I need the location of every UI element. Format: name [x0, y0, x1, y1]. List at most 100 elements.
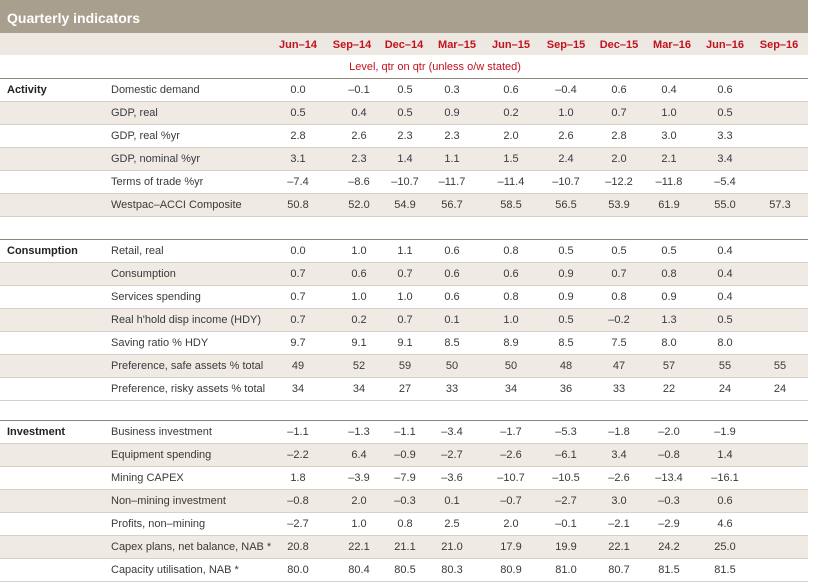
- table-cell: 0.5: [558, 314, 574, 326]
- row-label: Real h'hold disp income (HDY): [111, 314, 262, 326]
- table-cell: 0.7: [290, 268, 306, 280]
- table-cell: 22: [662, 383, 676, 395]
- table-cell: 36: [559, 383, 573, 395]
- table-cell: 0.5: [290, 107, 306, 119]
- table-cell: 0.5: [717, 107, 733, 119]
- table-cell: 3.0: [661, 130, 677, 142]
- column-header: Sep–14: [332, 39, 372, 51]
- table-cell: –1.1: [394, 426, 416, 438]
- table-cell: –0.1: [348, 84, 370, 96]
- section-label: Activity: [7, 84, 47, 96]
- table-cell: 2.1: [661, 153, 677, 165]
- table-cell: 1.0: [661, 107, 677, 119]
- table-cell: 8.9: [503, 337, 519, 349]
- row-label: Business investment: [111, 426, 212, 438]
- table-cell: –0.3: [658, 495, 680, 507]
- column-header: Dec–15: [599, 39, 639, 51]
- row-label: Services spending: [111, 291, 201, 303]
- table-cell: 56.7: [441, 199, 463, 211]
- table-cell: 0.8: [611, 291, 627, 303]
- table-cell: –2.6: [608, 472, 630, 484]
- table-cell: 1.0: [397, 291, 413, 303]
- table-cell: 0.8: [661, 268, 677, 280]
- table-cell: 0.4: [717, 268, 733, 280]
- section-divider: [0, 420, 808, 421]
- row-label: Domestic demand: [111, 84, 200, 96]
- table-cell: 2.0: [351, 495, 367, 507]
- table-cell: –0.9: [394, 449, 416, 461]
- table-cell: 1.4: [397, 153, 413, 165]
- table-cell: 1.5: [503, 153, 519, 165]
- row-label: Preference, safe assets % total: [111, 360, 264, 372]
- table-cell: 57.3: [769, 199, 791, 211]
- table-cell: –2.2: [287, 449, 309, 461]
- table-cell: 9.7: [290, 337, 306, 349]
- row-label: Preference, risky assets % total: [111, 383, 266, 395]
- table-cell: –2.6: [500, 449, 522, 461]
- table-cell: 80.3: [441, 564, 463, 576]
- table-cell: 80.5: [394, 564, 416, 576]
- table-cell: 49: [291, 360, 305, 372]
- table-row: Mining CAPEX 1.8 –3.9 –7.9 –3.6 –10.7 –10.5 –2.…: [0, 467, 808, 490]
- table-row: Preference, risky assets % total 34 34 27 33…: [0, 378, 808, 401]
- table-cell: 0.1: [444, 495, 460, 507]
- table-cell: 0.9: [558, 291, 574, 303]
- table-cell: –2.1: [608, 518, 630, 530]
- table-cell: –10.7: [497, 472, 525, 484]
- table-cell: 0.5: [397, 84, 413, 96]
- table-cell: 55.0: [714, 199, 736, 211]
- table-cell: 1.0: [558, 107, 574, 119]
- table-cell: 19.9: [555, 541, 577, 553]
- table-cell: 0.7: [397, 314, 413, 326]
- table-cell: 61.9: [658, 199, 680, 211]
- column-header: Mar–16: [653, 39, 691, 51]
- table-cell: 1.0: [351, 518, 367, 530]
- table-cell: 1.8: [290, 472, 306, 484]
- table-cell: 21.0: [441, 541, 463, 553]
- table-cell: 50.8: [287, 199, 309, 211]
- table-cell: 0.7: [611, 268, 627, 280]
- table-cell: 0.9: [444, 107, 460, 119]
- table-cell: 6.4: [351, 449, 367, 461]
- table-row: GDP, nominal %yr 3.1 2.3 1.4 1.1 1.5 2.4 2.0 2.1…: [0, 148, 808, 171]
- table-cell: –1.9: [714, 426, 736, 438]
- units-subtitle: Level, qtr on qtr (unless o/w stated): [349, 61, 521, 73]
- table-cell: 80.7: [608, 564, 630, 576]
- section-label: Investment: [7, 426, 66, 438]
- table-cell: 50: [504, 360, 518, 372]
- row-label: Retail, real: [111, 245, 164, 257]
- table-cell: 27: [398, 383, 412, 395]
- table-cell: –1.7: [500, 426, 522, 438]
- table-cell: 20.8: [287, 541, 309, 553]
- table-cell: 0.0: [290, 245, 306, 257]
- table-cell: 0.4: [351, 107, 367, 119]
- table-cell: 0.6: [444, 268, 460, 280]
- column-header: Sep–16: [759, 39, 799, 51]
- table-cell: 24: [718, 383, 732, 395]
- table-cell: 47: [612, 360, 626, 372]
- table-cell: –0.8: [658, 449, 680, 461]
- table-cell: –0.3: [394, 495, 416, 507]
- table-row: Consumption 0.7 0.6 0.7 0.6 0.6 0.9 0.7 0.8 0.4: [0, 263, 808, 286]
- table-cell: 8.5: [558, 337, 574, 349]
- table-cell: 0.6: [444, 291, 460, 303]
- column-header: Sep–15: [546, 39, 586, 51]
- table-cell: –1.1: [287, 426, 309, 438]
- table-cell: –7.9: [394, 472, 416, 484]
- table-cell: 0.9: [558, 268, 574, 280]
- table-cell: 33: [445, 383, 459, 395]
- table-cell: 53.9: [608, 199, 630, 211]
- table-cell: 25.0: [714, 541, 736, 553]
- row-label: GDP, real: [111, 107, 158, 119]
- table-cell: 2.6: [558, 130, 574, 142]
- table-cell: 34: [352, 383, 366, 395]
- table-cell: 0.5: [661, 245, 677, 257]
- table-cell: –12.2: [605, 176, 633, 188]
- table-cell: –2.7: [441, 449, 463, 461]
- table-cell: 57: [662, 360, 676, 372]
- table-row: Saving ratio % HDY 9.7 9.1 9.1 8.5 8.9 8.5 7.5 8…: [0, 332, 808, 355]
- table-cell: –0.7: [500, 495, 522, 507]
- table-cell: 0.9: [661, 291, 677, 303]
- table-cell: 21.1: [394, 541, 416, 553]
- section-label: Consumption: [7, 245, 78, 257]
